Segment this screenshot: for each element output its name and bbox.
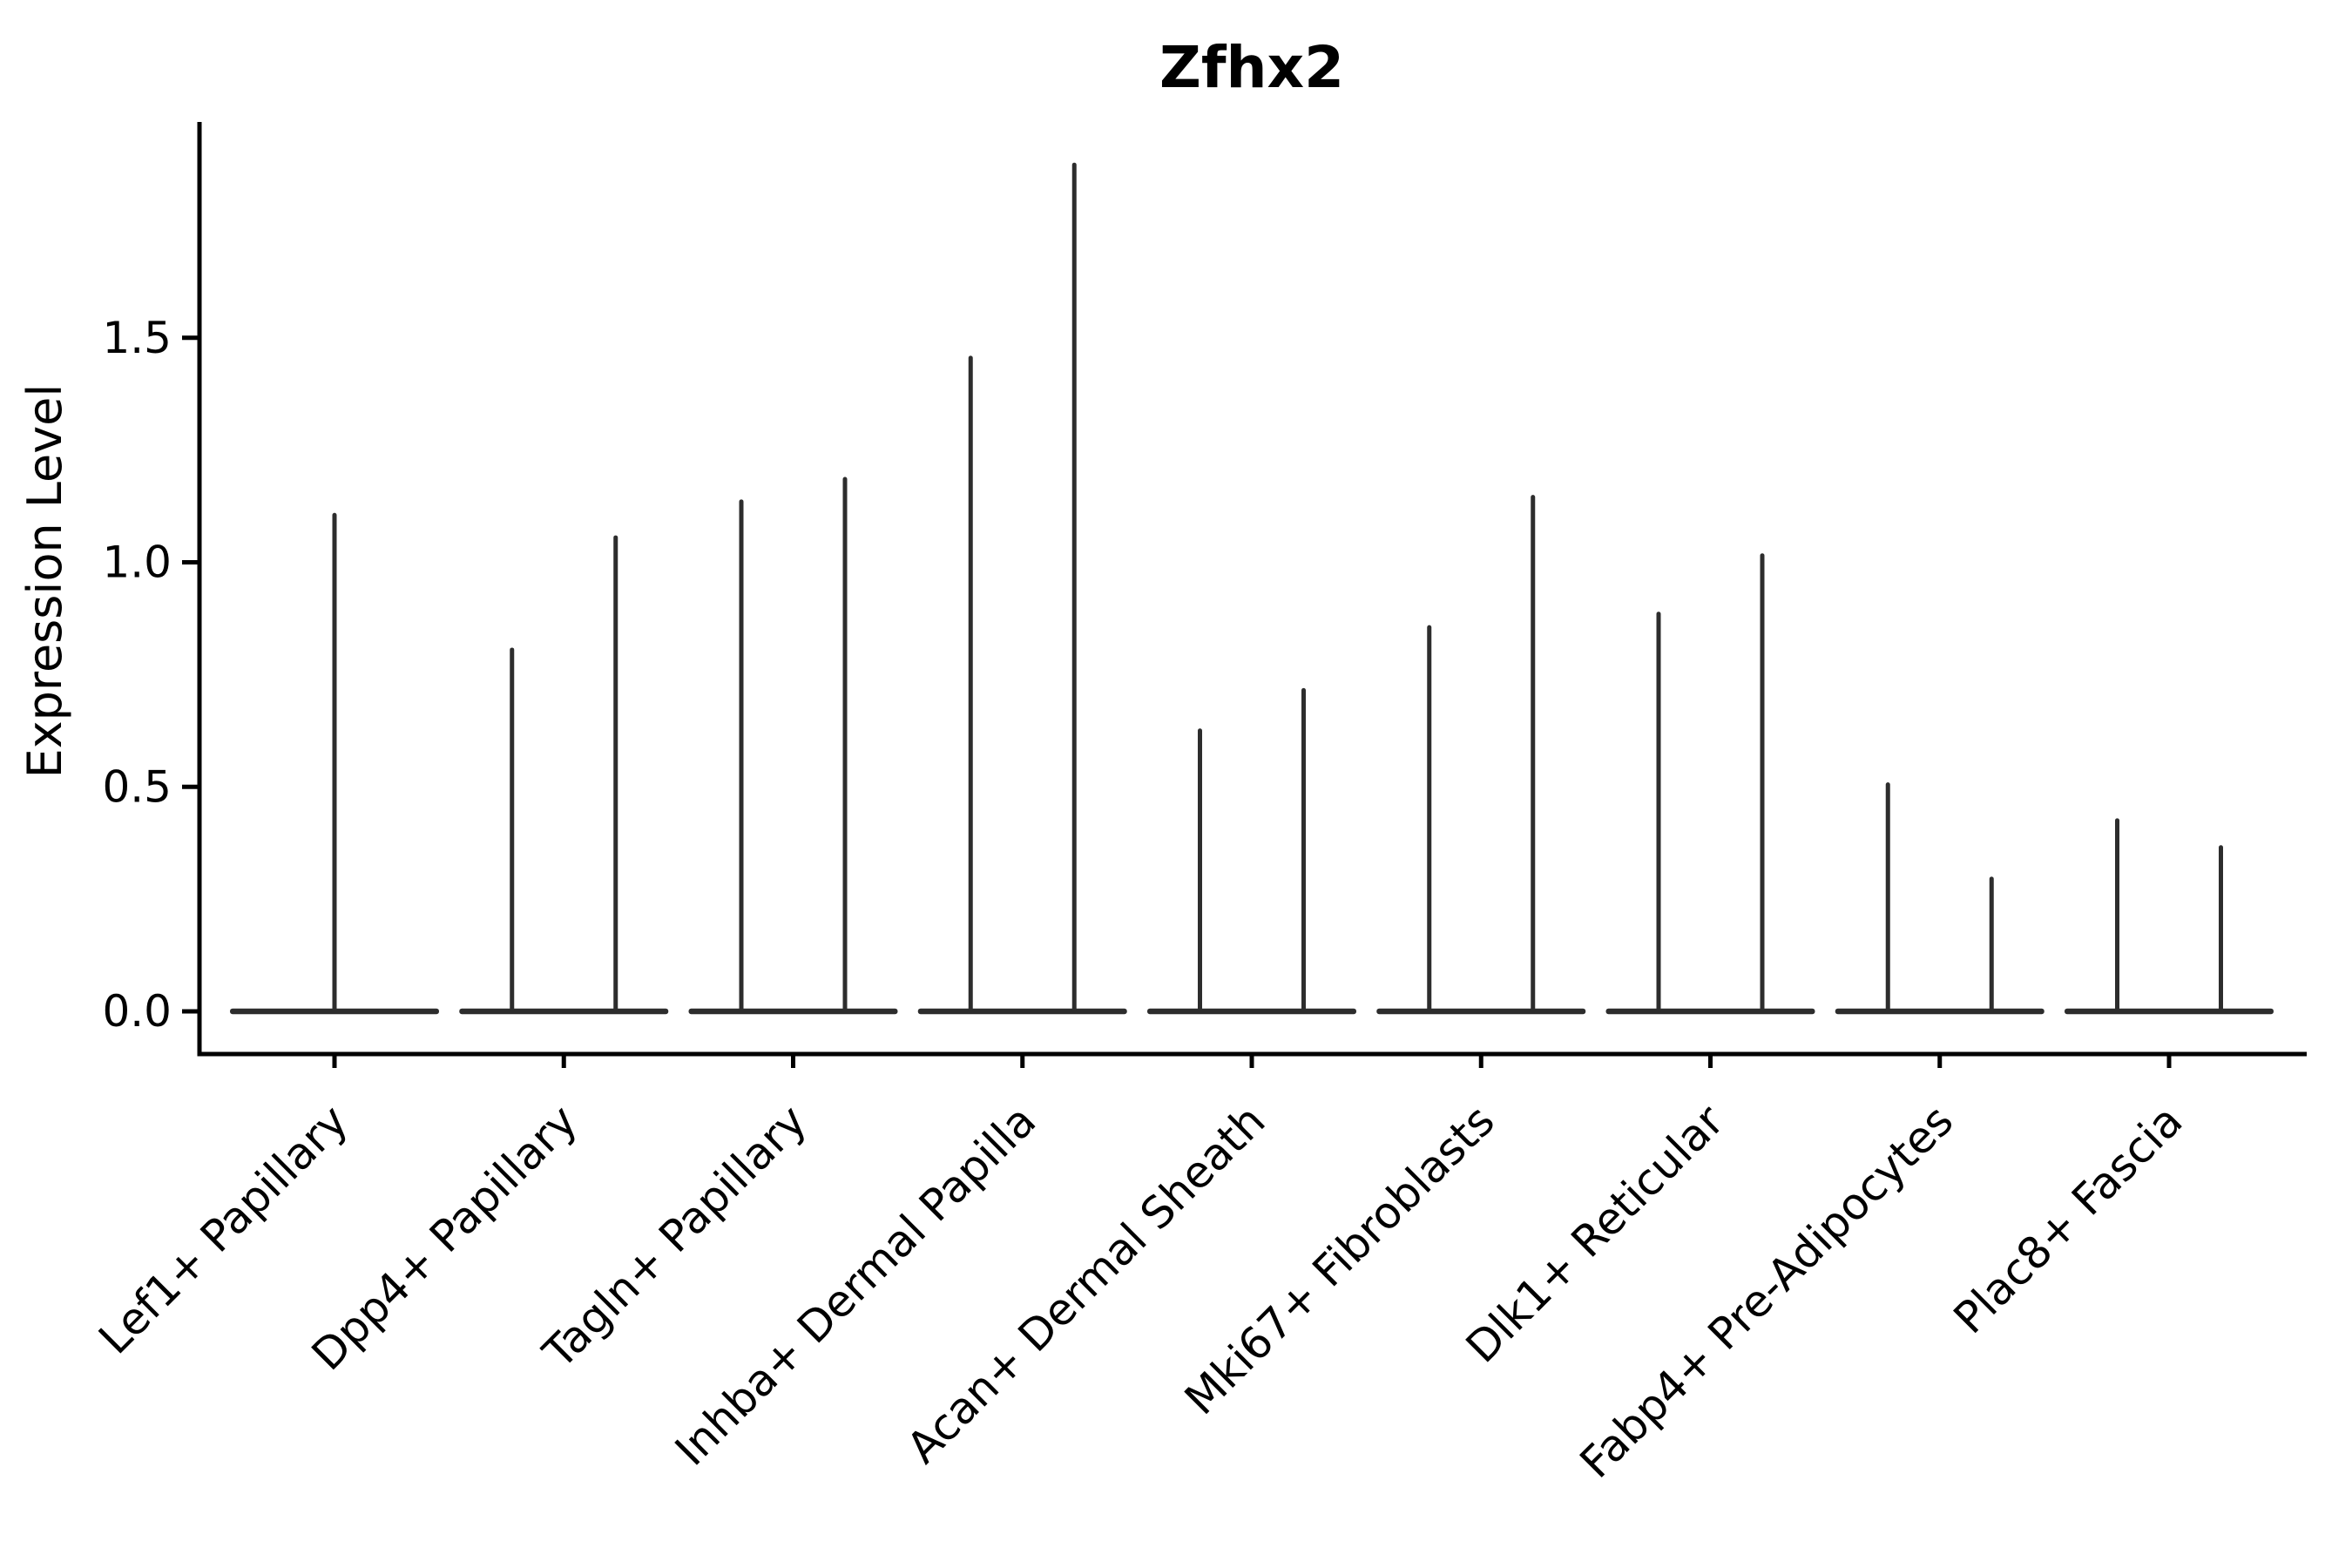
- violin-base: [688, 1008, 898, 1015]
- y-tick-label: 1.0: [102, 537, 172, 588]
- violin-spike: [1885, 782, 1890, 1013]
- violin-spike: [1198, 728, 1202, 1013]
- x-tick-label: Plac8+ Fascia: [1944, 1095, 2193, 1343]
- violin-spike: [1427, 625, 1432, 1013]
- y-axis-ticks: 0.0 0.5 1.0 1.5: [102, 313, 199, 1037]
- violin-spike: [613, 535, 618, 1013]
- y-tick-label: 1.5: [102, 313, 172, 363]
- violin-base: [917, 1008, 1127, 1015]
- violin-spike: [1071, 162, 1077, 1013]
- violin-spike: [1301, 687, 1306, 1013]
- violin-spike: [510, 647, 515, 1013]
- violin-base: [1835, 1008, 2044, 1015]
- violin-spike: [842, 476, 848, 1013]
- violin-base: [1147, 1008, 1356, 1015]
- violin-spike: [1989, 876, 1994, 1013]
- violin-spike: [739, 499, 744, 1013]
- violins: [230, 162, 2274, 1015]
- y-tick-label: 0.0: [102, 986, 172, 1037]
- violin-base: [1376, 1008, 1586, 1015]
- violin-spike: [2219, 845, 2223, 1013]
- violin-spike: [1760, 553, 1765, 1013]
- violin-spike: [968, 355, 973, 1013]
- y-axis-label: Expression Level: [17, 384, 72, 779]
- chart-title: Zfhx2: [1159, 34, 1344, 101]
- violin-spike: [2115, 818, 2119, 1013]
- violin-base: [459, 1008, 669, 1015]
- x-tick-label: Lef1+ Papillary: [89, 1095, 357, 1363]
- violin-spike: [1656, 612, 1661, 1013]
- violin-base: [1605, 1008, 1815, 1015]
- y-tick-label: 0.5: [102, 761, 172, 812]
- violin-spike: [332, 512, 337, 1013]
- x-tick-label: Fabp4+ Pre-Adipocytes: [1571, 1095, 1963, 1488]
- violin-spike: [1531, 495, 1536, 1013]
- violin-base: [2065, 1008, 2274, 1015]
